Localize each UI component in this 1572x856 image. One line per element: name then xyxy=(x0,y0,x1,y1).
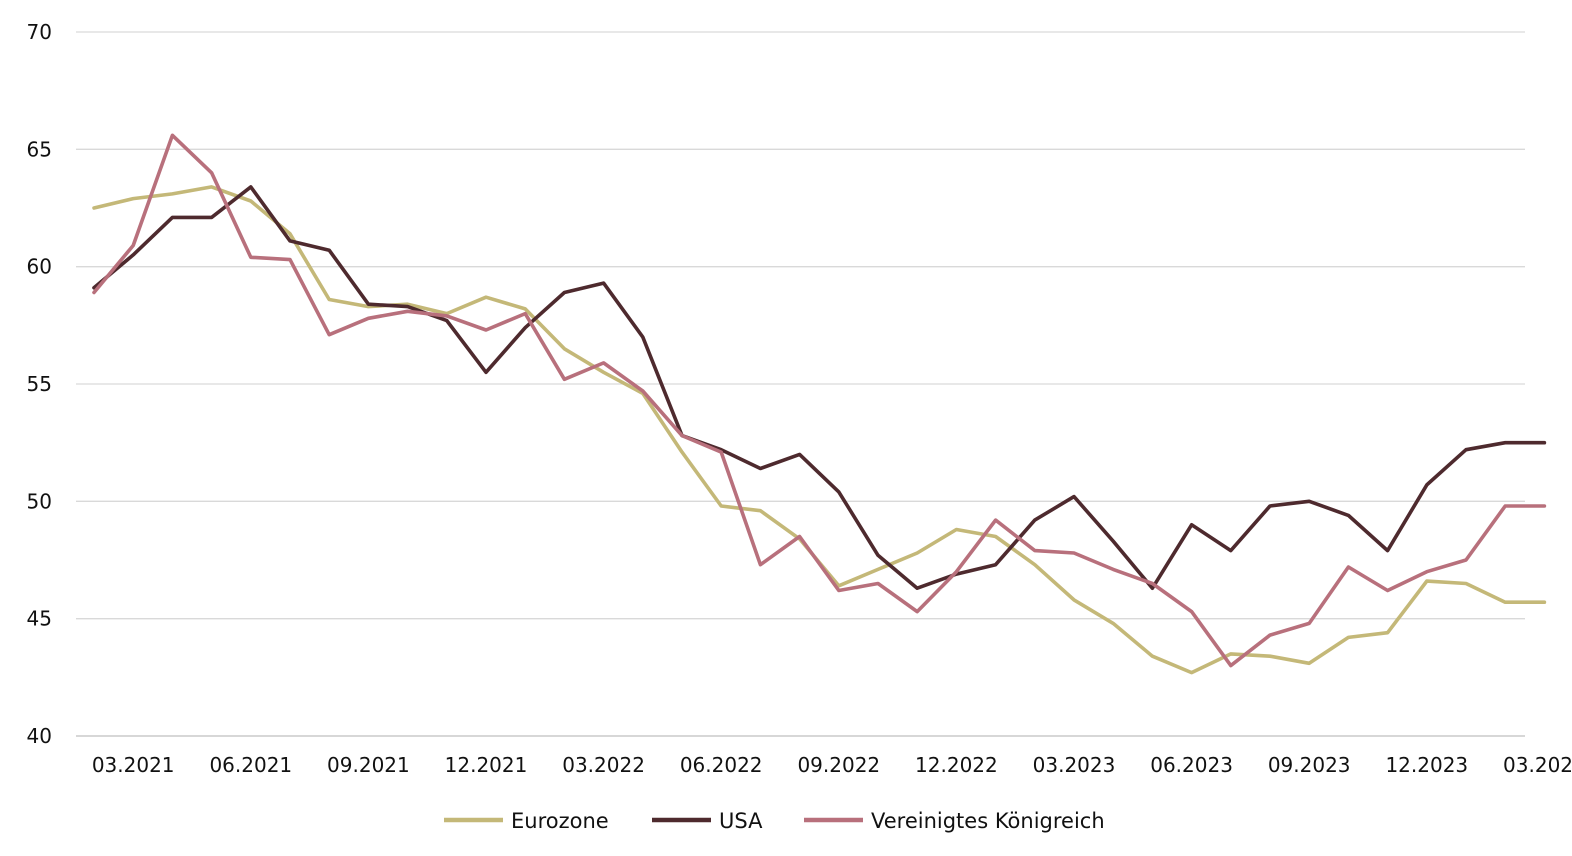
y-tick-label: 65 xyxy=(27,137,52,161)
x-tick-label: 03.2022 xyxy=(562,753,645,777)
x-axis-ticks: 03.2021 06.2021 09.2021 12.2021 03.2022 06.20… xyxy=(92,753,1572,777)
y-tick-label: 70 xyxy=(27,20,52,44)
x-tick-label: 09.2022 xyxy=(797,753,880,777)
legend-label: USA xyxy=(719,809,763,833)
y-tick-label: 60 xyxy=(27,255,52,279)
y-tick-label: 55 xyxy=(27,372,52,396)
x-tick-label: 03.2021 xyxy=(92,753,175,777)
legend: Eurozone USA Vereinigtes Königreich xyxy=(444,809,1105,833)
legend-item: Eurozone xyxy=(444,809,609,833)
x-tick-label: 12.2021 xyxy=(445,753,528,777)
x-tick-label: 03.2024 xyxy=(1503,753,1572,777)
x-tick-label: 06.2022 xyxy=(680,753,763,777)
x-tick-label: 12.2022 xyxy=(915,753,998,777)
y-axis-ticks: 40 45 50 55 60 65 70 xyxy=(27,20,52,748)
x-tick-label: 06.2023 xyxy=(1150,753,1233,777)
x-tick-label: 06.2021 xyxy=(209,753,292,777)
legend-label: Eurozone xyxy=(511,809,609,833)
x-tick-label: 09.2021 xyxy=(327,753,410,777)
y-tick-label: 45 xyxy=(27,607,52,631)
gridlines xyxy=(76,31,1525,737)
x-tick-label: 12.2023 xyxy=(1385,753,1468,777)
legend-item: Vereinigtes Königreich xyxy=(804,809,1105,833)
series-line-usa xyxy=(92,185,1547,591)
x-tick-label: 03.2023 xyxy=(1033,753,1116,777)
series-line-vereinigtes-k-nigreich xyxy=(92,133,1547,668)
y-tick-label: 40 xyxy=(27,724,52,748)
legend-label: Vereinigtes Königreich xyxy=(871,809,1105,833)
y-tick-label: 50 xyxy=(27,489,52,513)
series-lines xyxy=(92,133,1547,675)
x-tick-label: 09.2023 xyxy=(1268,753,1351,777)
legend-item: USA xyxy=(652,809,763,833)
